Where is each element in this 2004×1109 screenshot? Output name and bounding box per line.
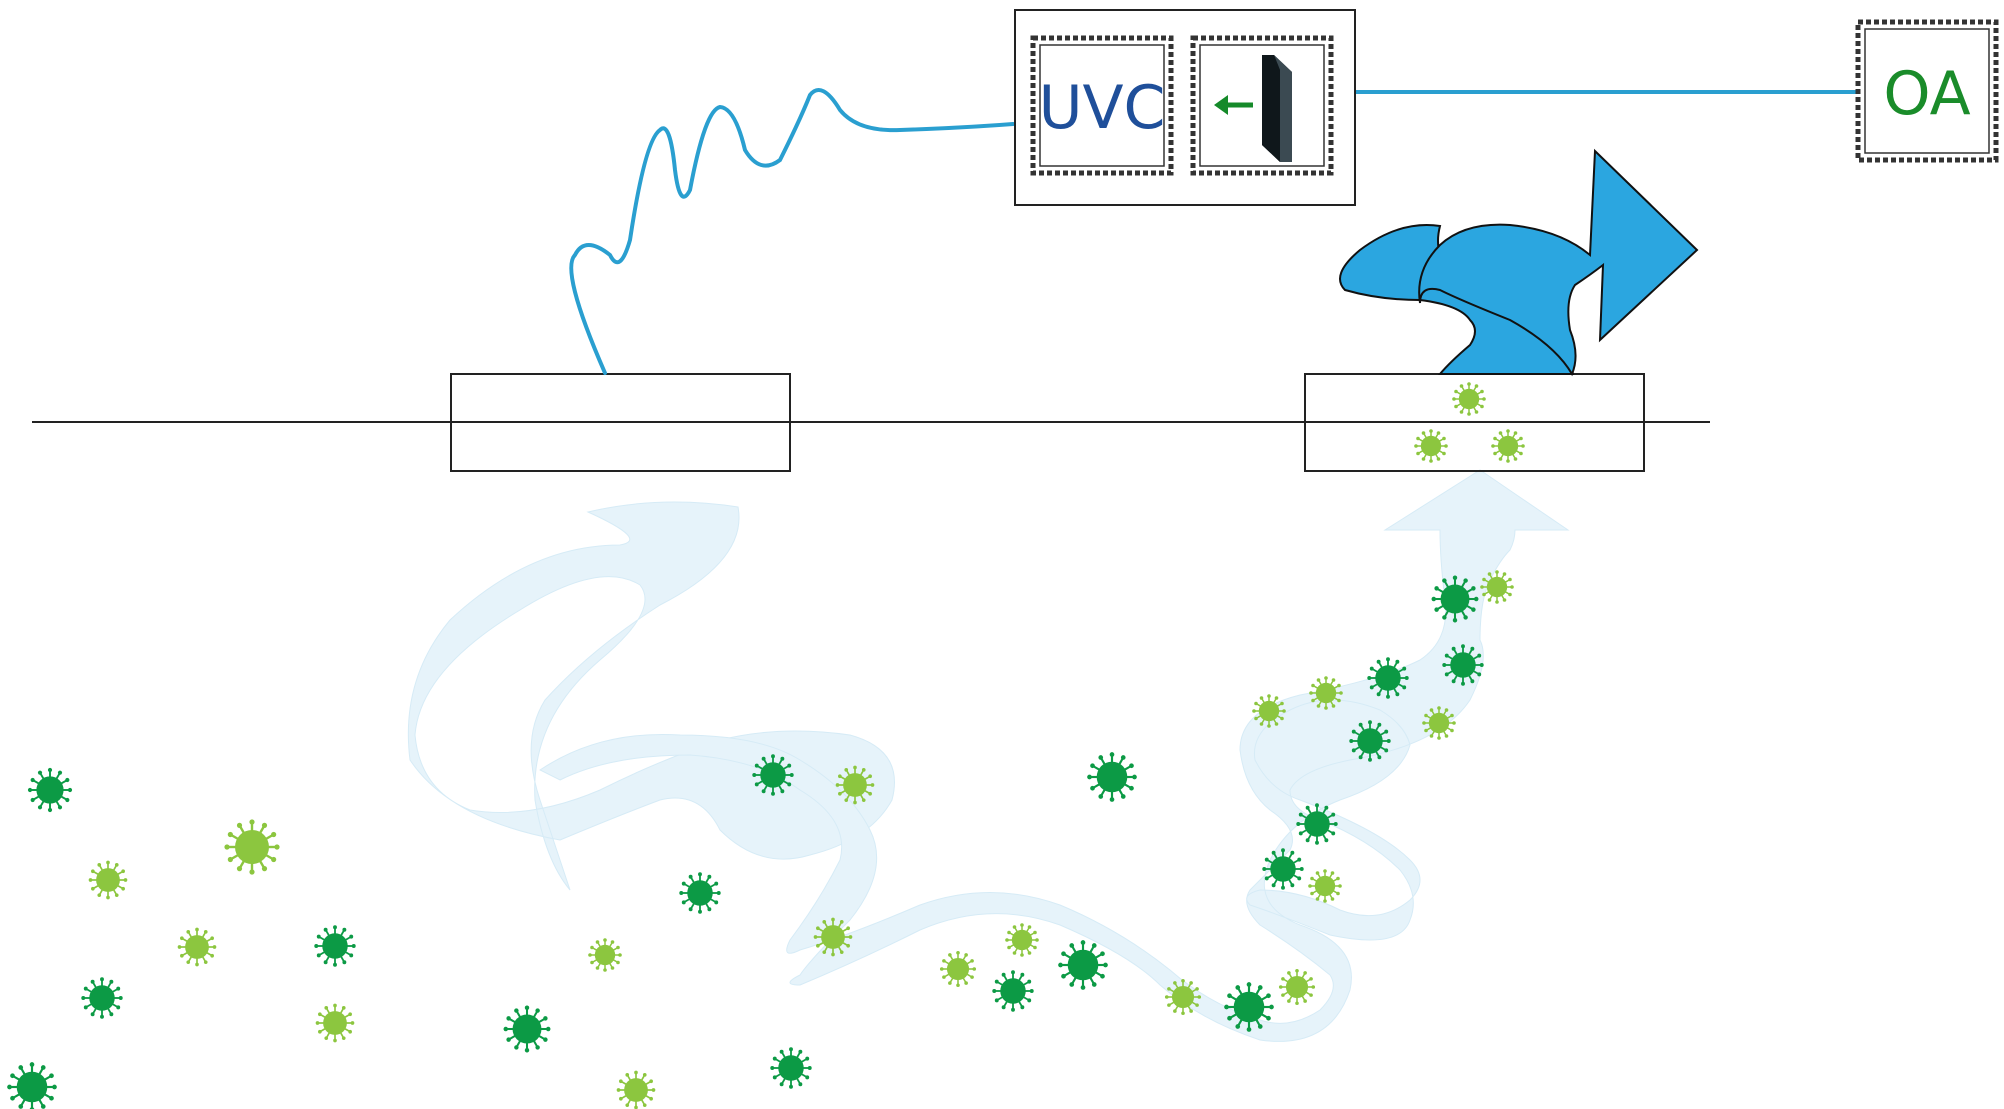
virus-icon — [1005, 923, 1039, 957]
green-arrow-icon — [1214, 95, 1253, 115]
airflow-path-left — [407, 501, 895, 891]
virus-icon — [1224, 982, 1274, 1032]
virus-icon — [1452, 382, 1486, 416]
virus-icon — [1309, 676, 1343, 710]
virus-icon — [7, 1062, 57, 1109]
chip-frame-icon — [1030, 35, 1174, 176]
virus-icon — [177, 927, 217, 967]
virus-icon — [1058, 940, 1108, 990]
virus-icon — [27, 767, 73, 813]
virus-icon — [503, 1005, 551, 1053]
airflow-path-main — [539, 469, 1570, 1042]
virus-icon — [752, 754, 794, 796]
oa-label: OA — [1883, 59, 1970, 129]
virus-icon — [1491, 429, 1525, 463]
virus-icon — [1480, 570, 1514, 604]
virus-icon — [770, 1047, 812, 1089]
virus-icon — [616, 1070, 656, 1109]
virus-icon — [1442, 644, 1484, 686]
virus-icon — [1308, 869, 1342, 903]
virus-icon — [1164, 978, 1202, 1016]
virus-icon — [835, 765, 875, 805]
virus-icon — [813, 917, 853, 957]
virus-icon — [1431, 575, 1479, 623]
virus-icon — [939, 950, 977, 988]
oa-chip: OA — [1855, 19, 1999, 163]
chip-inner-border — [1039, 44, 1165, 167]
virus-particles — [7, 382, 1525, 1109]
uvc-chip: UVC — [1030, 35, 1174, 176]
virus-icon — [1422, 706, 1456, 740]
virus-icon — [588, 938, 622, 972]
chip-inner-border — [1199, 44, 1325, 167]
outflow-arrow-front — [1418, 148, 1699, 377]
virus-icon — [1262, 848, 1304, 890]
virus-icon — [1296, 803, 1338, 845]
optical-fiber-left — [569, 88, 1015, 375]
filter-slab-icon — [1262, 55, 1292, 162]
virus-icon — [81, 977, 123, 1019]
airflow-paths — [407, 469, 1570, 1042]
virus-icon — [1278, 968, 1316, 1006]
virus-icon — [992, 970, 1034, 1012]
virus-icon — [1414, 429, 1448, 463]
virus-icon — [679, 872, 721, 914]
virus-icon — [315, 1003, 355, 1043]
virus-icon — [1367, 657, 1409, 699]
outflow-arrow — [1339, 148, 1699, 377]
filter-chip — [1190, 35, 1334, 176]
chip-inner-border — [1864, 28, 1990, 154]
virus-icon — [224, 819, 280, 875]
virus-icon — [88, 860, 128, 900]
virus-icon — [314, 925, 356, 967]
uvc-label: UVC — [1039, 73, 1166, 143]
sensor-box-left — [450, 373, 791, 472]
virus-icon — [1252, 694, 1286, 728]
virus-icon — [1349, 720, 1391, 762]
virus-icon — [1087, 752, 1137, 802]
chip-frame-icon — [1855, 19, 1999, 163]
